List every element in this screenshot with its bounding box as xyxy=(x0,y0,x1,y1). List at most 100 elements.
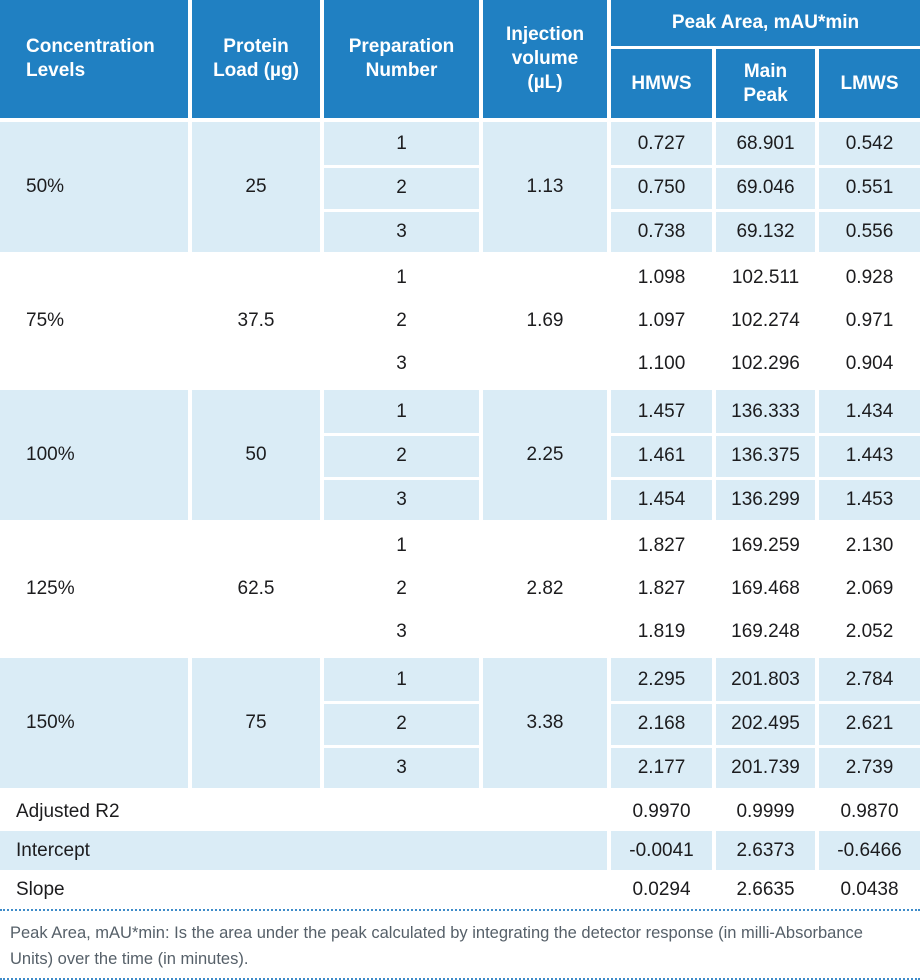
main-peak-value-cell: 169.468 xyxy=(716,567,815,611)
main-peak-value-cell: 169.248 xyxy=(716,610,815,654)
main-peak-value-cell: 136.375 xyxy=(716,433,815,477)
prep-number-cell: 2 xyxy=(324,567,479,611)
lmws-value-cell: 2.621 xyxy=(819,701,920,745)
main-peak-value-cell: 102.274 xyxy=(716,299,815,343)
prep-number-cell: 1 xyxy=(324,658,479,702)
hmws-value-cell: 2.295 xyxy=(611,658,712,702)
concentration-level-cell: 100% xyxy=(0,390,188,520)
lmws-value-cell: 2.784 xyxy=(819,658,920,702)
hmws-value-cell: 1.454 xyxy=(611,476,712,520)
footnote-text: Peak Area, mAU*min: Is the area under th… xyxy=(10,924,863,969)
lmws-value-cell: 2.052 xyxy=(819,610,920,654)
concentration-level-cell: 150% xyxy=(0,658,188,788)
protein-load-cell: 50 xyxy=(192,390,320,520)
hmws-value-cell: 1.461 xyxy=(611,433,712,477)
protein-load-cell: 62.5 xyxy=(192,524,320,654)
hmws-value-cell: 0.727 xyxy=(611,122,712,166)
lmws-value-cell: 0.551 xyxy=(819,165,920,209)
hmws-value-cell: 1.457 xyxy=(611,390,712,434)
lmws-value-cell: 1.443 xyxy=(819,433,920,477)
group-75pct: 75% 37.5 1 2 3 1.69 1.098 102.511 0.928 … xyxy=(0,256,920,386)
header-hmws-label: HMWS xyxy=(631,72,692,94)
stat-row-adjusted-r2: Adjusted R2 0.9970 0.9999 0.9870 xyxy=(0,792,920,831)
prep-number-cell: 3 xyxy=(324,342,479,386)
prep-number-cell: 3 xyxy=(324,610,479,654)
main-peak-stat-cell: 0.9999 xyxy=(716,792,815,831)
injection-volume-cell: 1.69 xyxy=(483,256,607,386)
hmws-value-cell: 1.827 xyxy=(611,567,712,611)
main-peak-value-cell: 102.511 xyxy=(716,256,815,300)
group-50pct: 50% 25 1 2 3 1.13 0.727 68.901 0.542 0.7… xyxy=(0,122,920,252)
concentration-level-cell: 125% xyxy=(0,524,188,654)
lmws-value-cell: 0.542 xyxy=(819,122,920,166)
lmws-value-cell: 2.739 xyxy=(819,744,920,788)
main-peak-value-cell: 136.333 xyxy=(716,390,815,434)
lmws-value-cell: 2.130 xyxy=(819,524,920,568)
main-peak-value-cell: 69.046 xyxy=(716,165,815,209)
prep-number-cell: 1 xyxy=(324,122,479,166)
header-concentration-levels-label: Concentration Levels xyxy=(26,35,155,81)
lmws-value-cell: 0.904 xyxy=(819,342,920,386)
main-peak-stat-cell: 2.6373 xyxy=(716,831,815,870)
stat-label: Slope xyxy=(0,870,607,909)
header-injection-volume-label: Injection volume (µL) xyxy=(505,23,585,94)
prep-number-cell: 3 xyxy=(324,744,479,788)
main-peak-value-cell: 68.901 xyxy=(716,122,815,166)
protein-load-cell: 75 xyxy=(192,658,320,788)
main-peak-value-cell: 136.299 xyxy=(716,476,815,520)
hmws-value-cell: 1.819 xyxy=(611,610,712,654)
injection-volume-cell: 2.82 xyxy=(483,524,607,654)
lmws-value-cell: 0.928 xyxy=(819,256,920,300)
header-concentration-levels: Concentration Levels xyxy=(0,0,188,118)
injection-volume-cell: 1.13 xyxy=(483,122,607,252)
hmws-stat-cell: 0.0294 xyxy=(611,870,712,909)
main-peak-value-cell: 202.495 xyxy=(716,701,815,745)
concentration-level-cell: 50% xyxy=(0,122,188,252)
hmws-value-cell: 0.750 xyxy=(611,165,712,209)
header-main-peak-label: Main Peak xyxy=(743,60,788,106)
table-header-row: Concentration Levels Protein Load (µg) P… xyxy=(0,0,920,118)
header-peak-area-label: Peak Area, mAU*min xyxy=(671,12,860,33)
prep-number-cell: 3 xyxy=(324,208,479,252)
header-main-peak: Main Peak xyxy=(716,49,815,118)
header-peak-area-group: Peak Area, mAU*min HMWS Main Peak LMWS xyxy=(611,0,920,118)
table-footnote: Peak Area, mAU*min: Is the area under th… xyxy=(0,909,920,980)
hmws-value-cell: 2.168 xyxy=(611,701,712,745)
lmws-stat-cell: 0.9870 xyxy=(819,792,920,831)
group-150pct: 150% 75 1 2 3 3.38 2.295 201.803 2.784 2… xyxy=(0,658,920,788)
hmws-stat-cell: -0.0041 xyxy=(611,831,712,870)
hmws-value-cell: 1.098 xyxy=(611,256,712,300)
main-peak-stat-cell: 2.6635 xyxy=(716,870,815,909)
prep-number-cell: 3 xyxy=(324,476,479,520)
lmws-value-cell: 0.556 xyxy=(819,208,920,252)
prep-number-cell: 1 xyxy=(324,390,479,434)
prep-number-cell: 2 xyxy=(324,165,479,209)
header-injection-volume: Injection volume (µL) xyxy=(483,0,607,118)
header-preparation-number-label: Preparation Number xyxy=(348,35,455,81)
group-100pct: 100% 50 1 2 3 2.25 1.457 136.333 1.434 1… xyxy=(0,390,920,520)
injection-volume-cell: 3.38 xyxy=(483,658,607,788)
stat-row-intercept: Intercept -0.0041 2.6373 -0.6466 xyxy=(0,831,920,870)
lmws-stat-cell: -0.6466 xyxy=(819,831,920,870)
lmws-value-cell: 1.453 xyxy=(819,476,920,520)
lmws-value-cell: 1.434 xyxy=(819,390,920,434)
header-peak-area: Peak Area, mAU*min xyxy=(611,0,920,46)
main-peak-value-cell: 169.259 xyxy=(716,524,815,568)
hmws-value-cell: 1.097 xyxy=(611,299,712,343)
header-peak-area-subrow: HMWS Main Peak LMWS xyxy=(611,49,920,118)
header-protein-load: Protein Load (µg) xyxy=(192,0,320,118)
prep-number-cell: 2 xyxy=(324,701,479,745)
header-protein-load-label: Protein Load (µg) xyxy=(213,35,299,81)
main-peak-value-cell: 102.296 xyxy=(716,342,815,386)
main-peak-value-cell: 201.803 xyxy=(716,658,815,702)
stat-row-slope: Slope 0.0294 2.6635 0.0438 xyxy=(0,870,920,909)
injection-volume-cell: 2.25 xyxy=(483,390,607,520)
lmws-value-cell: 2.069 xyxy=(819,567,920,611)
main-peak-value-cell: 201.739 xyxy=(716,744,815,788)
hmws-value-cell: 0.738 xyxy=(611,208,712,252)
prep-number-cell: 1 xyxy=(324,524,479,568)
protein-load-cell: 25 xyxy=(192,122,320,252)
header-preparation-number: Preparation Number xyxy=(324,0,479,118)
concentration-level-cell: 75% xyxy=(0,256,188,386)
